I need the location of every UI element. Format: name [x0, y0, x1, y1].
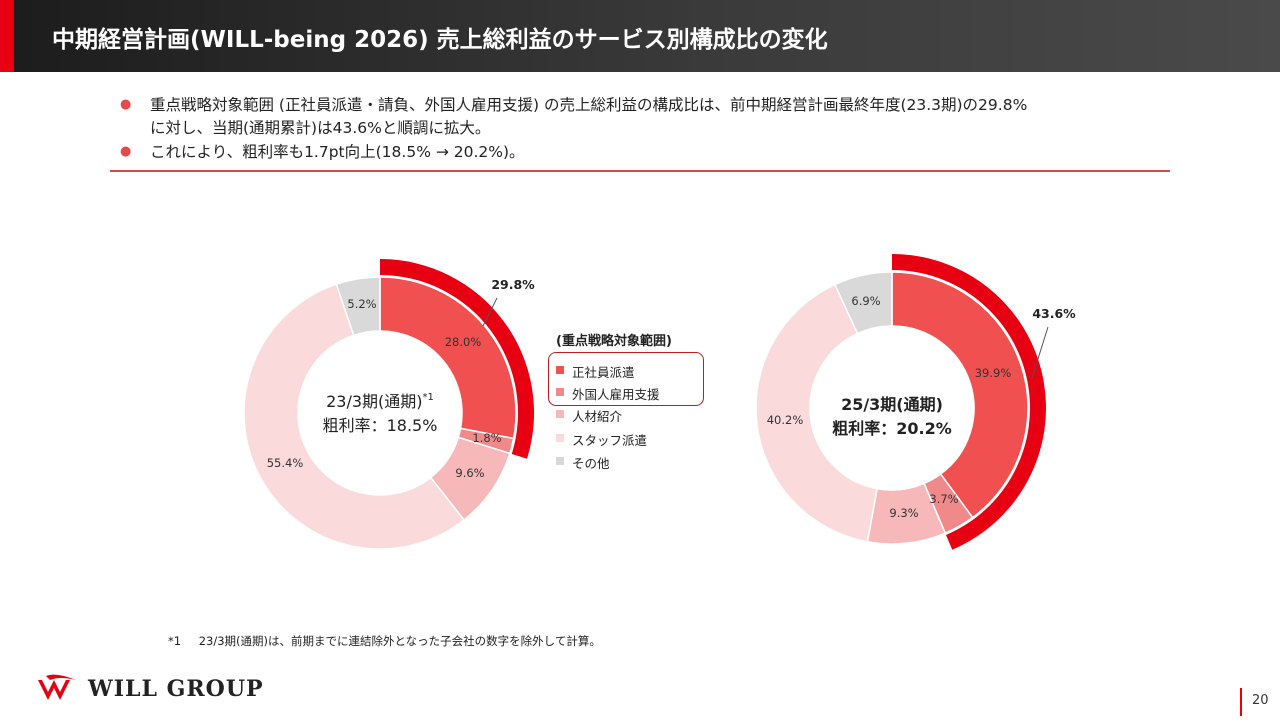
bullet-text-2: これにより、粗利率も1.7pt向上(18.5% → 20.2%)。 — [150, 143, 525, 161]
highlight-label-1: 43.6% — [1032, 306, 1076, 321]
donut-slice-0-1 — [457, 427, 515, 455]
company-logo: WILL GROUP — [36, 672, 276, 704]
legend-item-2: 人材紹介 — [556, 406, 623, 425]
bullet-text-1a: 重点戦略対象範囲 (正社員派遣・請負、外国人雇用支援) の売上総利益の構成比は、… — [150, 96, 1028, 114]
donut-chart-0: 28.0% 1.8% 9.6% 55.4% 5.2% 29.8% 23/3期(通期)*1 粗利… — [243, 259, 535, 550]
title-accent — [0, 0, 14, 72]
legend-item-1: 外国人雇用支援 — [556, 384, 660, 403]
slice-label-1-2: 9.3% — [889, 506, 918, 520]
center-label-period-1: 25/3期(通期) — [841, 395, 943, 414]
highlight-leader-line-1 — [1031, 326, 1049, 379]
legend-item-0: 正社員派遣 — [556, 362, 635, 381]
highlight-label-0: 29.8% — [491, 277, 535, 292]
legend-label-4: その他 — [572, 456, 610, 471]
legend-focus-box — [548, 352, 704, 406]
highlight-arc-1 — [892, 254, 1046, 550]
donut-slice-1-1 — [923, 472, 974, 535]
center-label-margin-1: 粗利率：20.2% — [832, 419, 952, 438]
donut-slice-0-0 — [379, 276, 517, 440]
legend-swatch-0 — [556, 366, 564, 374]
highlight-leader-line-0 — [482, 297, 498, 327]
donut-slice-1-4 — [833, 271, 893, 335]
slice-label-0-4: 5.2% — [347, 297, 376, 311]
slice-label-1-1: 3.7% — [929, 492, 958, 506]
legend-label-2: 人材紹介 — [572, 409, 623, 424]
center-label-footnote-mark: *1 — [423, 392, 434, 403]
page-number-bar — [1240, 688, 1242, 716]
legend-label-3: スタッフ派遣 — [572, 433, 648, 448]
slice-label-1-0: 39.9% — [975, 366, 1012, 380]
donut-slice-1-2 — [866, 482, 947, 545]
legend-swatch-4 — [556, 457, 564, 465]
slice-label-0-0: 28.0% — [445, 335, 482, 349]
slice-label-0-1: 1.8% — [472, 431, 501, 445]
page-title: 中期経営計画(WILL-being 2026) 売上総利益のサービス別構成比の変… — [52, 27, 828, 53]
center-label-period-0: 23/3期(通期)*1 — [326, 392, 434, 411]
bullet-dot-icon: ● — [120, 144, 132, 159]
slice-label-0-2: 9.6% — [455, 466, 484, 480]
footnote-text: 23/3期(通期)は、前期までに連結除外となった子会社の数字を除外して計算。 — [198, 634, 601, 648]
legend-title: (重点戦略対象範囲) — [556, 334, 672, 349]
center-label-margin-0: 粗利率：18.5% — [323, 416, 438, 435]
logo-text: WILL GROUP — [88, 676, 264, 702]
divider-rule — [110, 170, 1170, 172]
donut-slice-0-3 — [243, 283, 466, 550]
legend-item-3: スタッフ派遣 — [556, 430, 648, 449]
page-number: 20 — [1252, 693, 1269, 708]
slice-label-1-4: 6.9% — [851, 294, 880, 308]
slice-label-0-3: 55.4% — [267, 456, 304, 470]
legend-item-4: その他 — [556, 453, 610, 472]
legend-label-0: 正社員派遣 — [572, 365, 635, 380]
legend-label-1: 外国人雇用支援 — [572, 387, 660, 402]
will-group-logo-icon — [38, 674, 76, 700]
legend-swatch-3 — [556, 434, 564, 442]
donut-slice-0-4 — [335, 276, 381, 337]
slice-label-1-3: 40.2% — [767, 413, 804, 427]
title-bar: 中期経営計画(WILL-being 2026) 売上総利益のサービス別構成比の変… — [0, 0, 1280, 72]
donut-chart-1: 39.9% 3.7% 9.3% 40.2% 6.9% 43.6% 25/3期(通期) 粗利率：… — [755, 254, 1076, 550]
bullet-dot-icon: ● — [120, 97, 132, 112]
bullet-text-1b: に対し、当期(通期累計)は43.6%と順調に拡大。 — [150, 119, 491, 137]
donut-slice-0-2 — [429, 436, 511, 521]
legend-swatch-2 — [556, 410, 564, 418]
footnote: *1 23/3期(通期)は、前期までに連結除外となった子会社の数字を除外して計算… — [168, 633, 601, 649]
donut-slice-1-0 — [891, 271, 1029, 519]
legend-swatch-1 — [556, 388, 564, 396]
donut-slice-1-3 — [755, 283, 879, 543]
highlight-arc-0 — [380, 259, 534, 459]
footnote-mark: *1 — [168, 634, 182, 648]
